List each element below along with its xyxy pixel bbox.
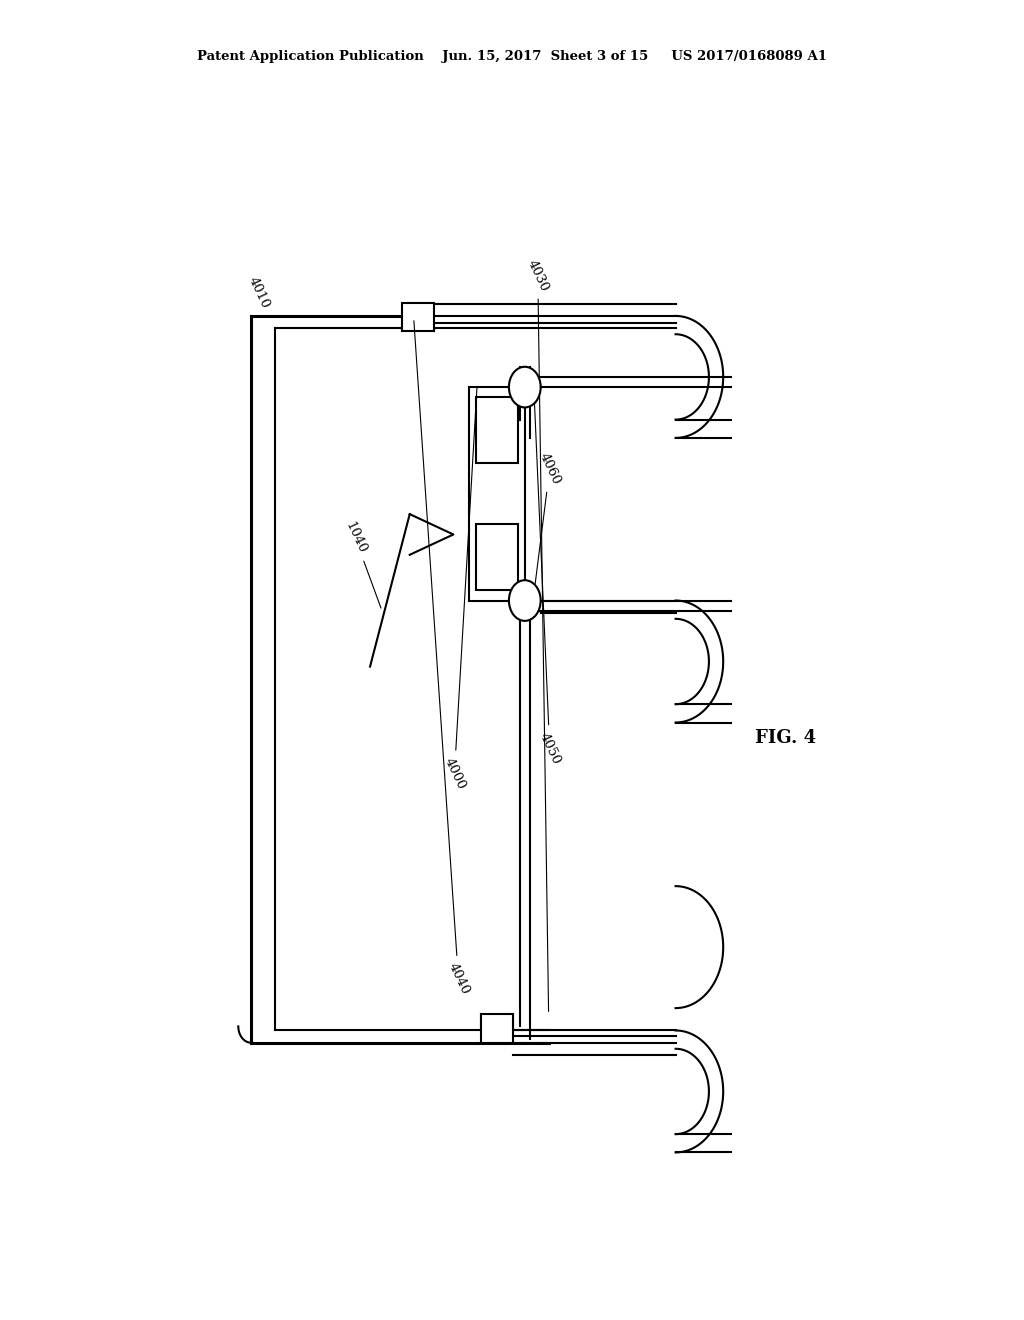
Text: 4000: 4000: [441, 387, 477, 792]
Text: Patent Application Publication    Jun. 15, 2017  Sheet 3 of 15     US 2017/01680: Patent Application Publication Jun. 15, …: [197, 50, 827, 63]
Text: 4030: 4030: [524, 257, 551, 1011]
Text: 4010: 4010: [246, 275, 271, 318]
Bar: [481, 1014, 513, 1043]
Text: 1040: 1040: [342, 520, 381, 609]
Text: 4040: 4040: [414, 321, 471, 997]
Bar: [475, 397, 518, 463]
Bar: [401, 302, 433, 331]
Bar: [475, 524, 518, 590]
Text: 4050: 4050: [535, 403, 562, 766]
Text: 4060: 4060: [535, 450, 563, 587]
Text: FIG. 4: FIG. 4: [755, 729, 816, 747]
Bar: [469, 387, 524, 601]
Circle shape: [509, 367, 541, 408]
Circle shape: [509, 581, 541, 620]
